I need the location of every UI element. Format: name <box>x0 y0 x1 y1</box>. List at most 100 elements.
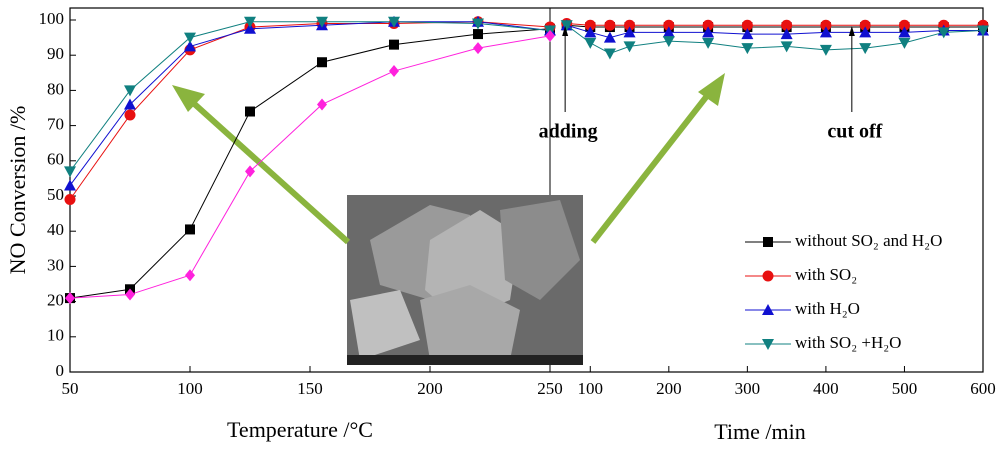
legend-marker <box>762 339 774 350</box>
marker <box>184 40 196 52</box>
legend-label: without SO₂ and H₂O <box>795 231 942 250</box>
marker <box>898 19 910 31</box>
marker <box>663 19 675 31</box>
marker <box>185 224 195 235</box>
legend-label: with SO₂ <box>795 265 857 284</box>
marker <box>662 36 675 48</box>
annotation-arrowhead <box>562 26 569 36</box>
marker <box>545 29 555 42</box>
legend-label: with H₂O <box>795 299 860 318</box>
marker <box>623 26 636 38</box>
marker <box>603 48 616 60</box>
marker <box>702 19 714 31</box>
y-tick-label: 20 <box>47 291 64 310</box>
marker <box>702 26 715 38</box>
marker <box>662 26 675 38</box>
marker <box>389 65 399 78</box>
marker <box>584 26 597 38</box>
annotation: cut off <box>827 121 882 143</box>
marker <box>780 28 793 40</box>
marker <box>898 37 911 49</box>
series-line <box>69 35 551 299</box>
marker <box>473 29 483 40</box>
y-tick-label: 50 <box>47 185 64 204</box>
marker <box>859 19 871 31</box>
legend-marker <box>762 270 774 282</box>
series-line <box>69 21 551 186</box>
marker <box>124 85 136 97</box>
x-tick-label: 250 <box>537 379 563 398</box>
x-tick-label: 150 <box>297 379 323 398</box>
marker <box>389 39 399 50</box>
marker <box>741 28 754 40</box>
marker <box>819 44 832 56</box>
annotation: adding <box>539 121 598 143</box>
legend-marker <box>762 304 774 315</box>
x-axis-title: Time /min <box>714 419 806 444</box>
y-tick-label: 90 <box>47 44 64 63</box>
marker <box>184 32 196 44</box>
series-line <box>69 21 551 172</box>
marker <box>65 292 75 305</box>
legend-label: with SO₂ +H₂O <box>795 333 901 352</box>
y-tick-label: 70 <box>47 115 64 134</box>
green-arrows <box>172 73 725 245</box>
marker <box>245 165 255 178</box>
marker <box>316 16 328 28</box>
marker <box>472 18 484 30</box>
y-tick-label: 80 <box>47 79 64 98</box>
sem-image <box>347 195 583 365</box>
marker <box>124 98 136 110</box>
x-tick-label: 300 <box>735 379 761 398</box>
x-tick-label: 600 <box>970 379 996 398</box>
x-tick-label: 50 <box>62 379 79 398</box>
marker <box>317 57 327 68</box>
marker <box>185 269 195 282</box>
marker <box>603 31 616 43</box>
marker <box>317 98 327 111</box>
marker <box>388 16 400 28</box>
x-axis-title: Temperature /°C <box>227 417 373 442</box>
marker <box>820 19 832 31</box>
marker <box>64 166 76 178</box>
marker <box>623 41 636 53</box>
x-tick-label: 500 <box>892 379 918 398</box>
legend-marker <box>763 237 773 247</box>
marker <box>64 194 76 206</box>
y-tick-label: 60 <box>47 150 64 169</box>
x-tick-label: 400 <box>813 379 839 398</box>
y-tick-label: 10 <box>47 326 64 345</box>
y-tick-label: 30 <box>47 255 64 274</box>
x-tick-label: 200 <box>417 379 443 398</box>
marker <box>702 37 715 49</box>
marker <box>245 106 255 117</box>
marker <box>741 43 754 55</box>
marker <box>624 19 636 31</box>
marker <box>819 26 832 38</box>
y-tick-label: 0 <box>56 361 65 380</box>
x-tick-label: 100 <box>177 379 203 398</box>
marker <box>859 26 872 38</box>
marker <box>473 42 483 55</box>
marker <box>124 109 136 121</box>
marker <box>898 26 911 38</box>
marker <box>741 19 753 31</box>
marker <box>584 37 597 49</box>
annotation-arrowhead <box>848 26 855 36</box>
marker <box>244 16 256 28</box>
marker <box>977 25 989 37</box>
marker <box>64 179 76 191</box>
marker <box>244 22 256 34</box>
marker <box>584 19 596 31</box>
x-tick-label: 100 <box>578 379 604 398</box>
y-tick-label: 100 <box>39 9 65 28</box>
series-line <box>69 28 551 299</box>
marker <box>781 19 793 31</box>
y-tick-label: 40 <box>47 220 64 239</box>
x-tick-label: 200 <box>656 379 682 398</box>
marker <box>560 20 573 32</box>
y-axis-title: NO Conversion /% <box>5 106 30 275</box>
marker <box>780 41 793 53</box>
